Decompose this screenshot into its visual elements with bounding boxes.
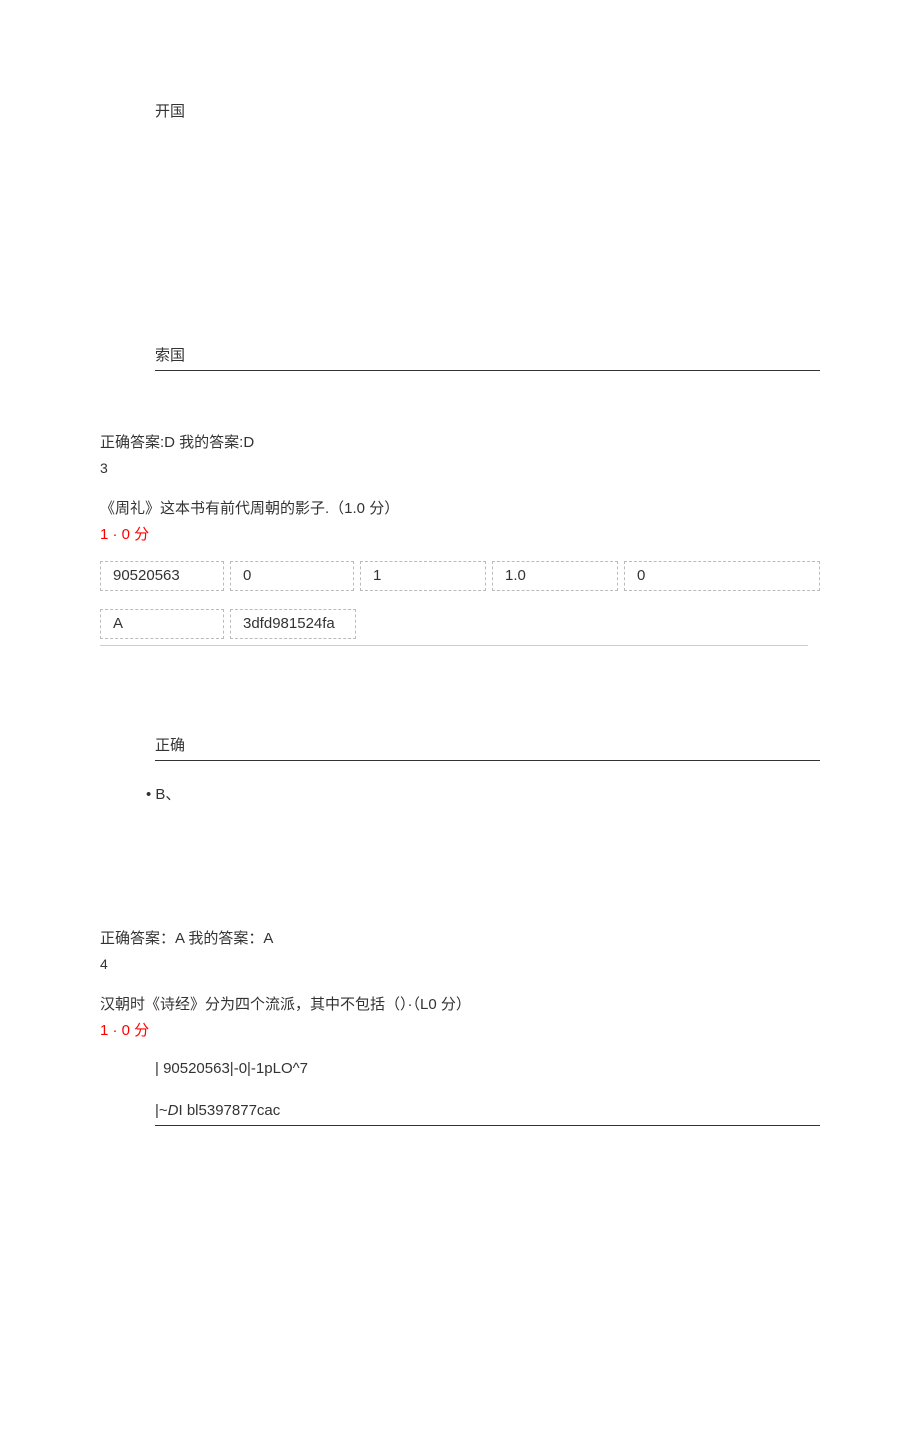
option-text: 索国: [155, 344, 820, 371]
code-fragment: | 90520563|-0|-1pLO^7: [155, 1057, 820, 1081]
question-stem: 汉朝时《诗经》分为四个流派，其中不包括（）·（L0 分）: [100, 993, 820, 1017]
score-text: 1 · 0 分: [100, 523, 820, 547]
code-fragment: |~DI bl5397877cac: [155, 1099, 820, 1126]
fragment: D: [168, 1102, 179, 1119]
option-text: • B、: [146, 783, 820, 807]
cell: A: [100, 609, 224, 639]
score-text: 1 · 0 分: [100, 1019, 820, 1043]
option-text: 开国: [155, 100, 820, 124]
answer-line: 正确答案:D 我的答案:D: [100, 431, 820, 455]
cell: 1: [360, 561, 486, 591]
data-row: A 3dfd981524fa: [100, 609, 820, 639]
cell: 0: [624, 561, 820, 591]
fragment: |~: [155, 1102, 168, 1119]
fragment: I bl5397877cac: [179, 1102, 281, 1119]
cell: 3dfd981524fa: [230, 609, 356, 639]
question-number: 4: [100, 953, 820, 975]
option-text: 正确: [155, 734, 820, 761]
answer-line: 正确答案：A 我的答案：A: [100, 927, 820, 951]
divider: [100, 645, 808, 646]
data-row: 90520563 0 1 1.0 0: [100, 561, 820, 591]
question-stem: 《周礼》这本书有前代周朝的影子.（1.0 分）: [100, 497, 820, 521]
question-number: 3: [100, 457, 820, 479]
cell: 1.0: [492, 561, 618, 591]
cell: 90520563: [100, 561, 224, 591]
cell: 0: [230, 561, 354, 591]
